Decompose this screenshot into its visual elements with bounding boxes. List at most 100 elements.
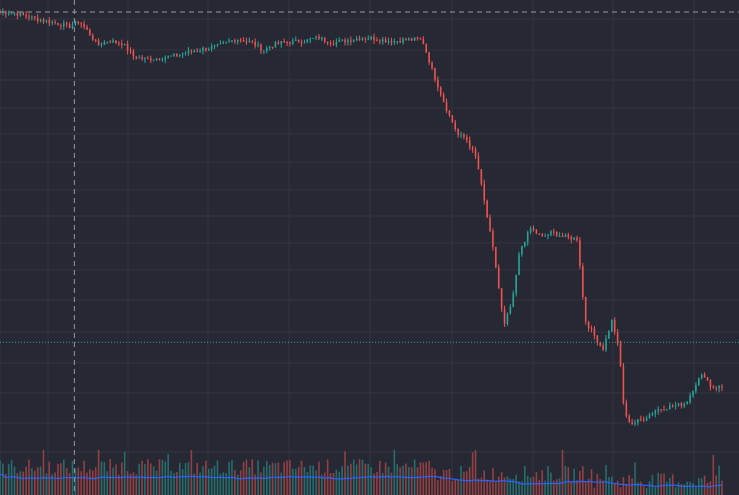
volume-bar <box>248 467 251 495</box>
volume-bar <box>593 487 596 495</box>
candle-body <box>289 42 291 44</box>
candle-body <box>654 411 657 414</box>
candle-body <box>410 38 413 41</box>
volume-bar <box>674 487 677 495</box>
candle-body <box>57 23 59 26</box>
candle-body <box>323 37 326 42</box>
candle-body <box>260 44 262 51</box>
candle-body <box>344 39 346 43</box>
candle-body <box>561 236 564 238</box>
volume-bar <box>277 462 280 495</box>
volume-bar <box>184 462 187 495</box>
candle-body <box>326 41 329 44</box>
candle-body <box>271 46 274 48</box>
candle-body <box>228 40 230 42</box>
volume-bar <box>31 468 33 495</box>
volume-bar <box>36 467 39 495</box>
candle-body <box>132 51 135 57</box>
candle-body <box>91 35 94 40</box>
volume-bar <box>379 460 381 495</box>
volume-bar <box>152 466 155 495</box>
candle-body <box>466 136 468 141</box>
volume-bar <box>709 481 712 495</box>
candle-body <box>674 405 677 407</box>
candle-body <box>312 38 314 40</box>
candle-body <box>590 328 593 330</box>
candle-body <box>402 39 404 43</box>
volume-bar <box>683 484 686 495</box>
candle-body <box>332 43 335 45</box>
volume-bar <box>335 469 338 495</box>
volume-bar <box>692 483 694 495</box>
volume-bar <box>167 454 169 495</box>
candle-body <box>190 50 193 52</box>
candle-body <box>460 134 462 136</box>
volume-pane <box>0 450 723 495</box>
volume-bar <box>474 450 477 495</box>
candle-body <box>318 36 320 40</box>
candle-body <box>529 228 532 233</box>
volume-bar <box>341 466 343 495</box>
volume-bar <box>65 467 68 495</box>
candle-body <box>274 42 277 48</box>
candle-body <box>367 39 370 41</box>
volume-bar <box>532 476 535 495</box>
candle-body <box>294 39 297 41</box>
volume-bar <box>445 470 448 495</box>
volume-bar <box>22 471 24 495</box>
volume-bar <box>555 479 558 495</box>
candle-body <box>123 44 126 46</box>
volume-bar <box>526 475 529 495</box>
volume-bar <box>118 474 120 495</box>
volume-bar <box>89 469 91 495</box>
volume-bar <box>564 465 567 495</box>
volume-bar <box>640 481 642 495</box>
candle-body <box>434 67 436 80</box>
volume-bar <box>680 484 683 495</box>
volume-bar <box>306 472 309 495</box>
volume-bar <box>205 460 207 495</box>
volume-bar <box>454 479 457 495</box>
candle-body <box>74 21 77 26</box>
volume-moving-average-line <box>0 473 723 488</box>
volume-bar <box>193 473 196 495</box>
candle-body <box>666 409 668 411</box>
volume-bar <box>347 465 349 495</box>
candle-body <box>292 40 294 44</box>
candle-body <box>416 37 419 39</box>
candle-body <box>695 385 697 392</box>
candle-body <box>13 12 16 14</box>
volume-bar <box>236 474 239 495</box>
candle-body <box>451 115 454 123</box>
volume-bar <box>608 477 610 495</box>
candle-body <box>437 79 439 88</box>
volume-bar <box>0 460 1 495</box>
candle-body <box>698 378 700 386</box>
candle-body <box>393 41 396 43</box>
candle-body <box>541 234 544 236</box>
volume-bar <box>13 466 16 495</box>
candle-body <box>28 16 30 18</box>
volume-bar <box>373 473 375 495</box>
volume-bar <box>428 460 430 495</box>
candle-body <box>445 102 448 111</box>
candle-body <box>297 39 300 43</box>
candle-body <box>596 335 599 343</box>
candle-body <box>605 338 607 350</box>
candle-body <box>399 41 401 43</box>
candle-body <box>379 40 381 42</box>
volume-bar <box>338 471 341 495</box>
volume-bar <box>2 463 4 495</box>
candle-body <box>245 41 248 43</box>
candle-body <box>535 230 538 234</box>
volume-bar <box>254 474 256 495</box>
volume-bar <box>51 474 53 495</box>
candle-body <box>671 405 674 407</box>
candle-body <box>628 416 631 423</box>
volume-bar <box>599 479 602 495</box>
volume-bar <box>57 463 59 495</box>
candle-body <box>5 11 7 15</box>
